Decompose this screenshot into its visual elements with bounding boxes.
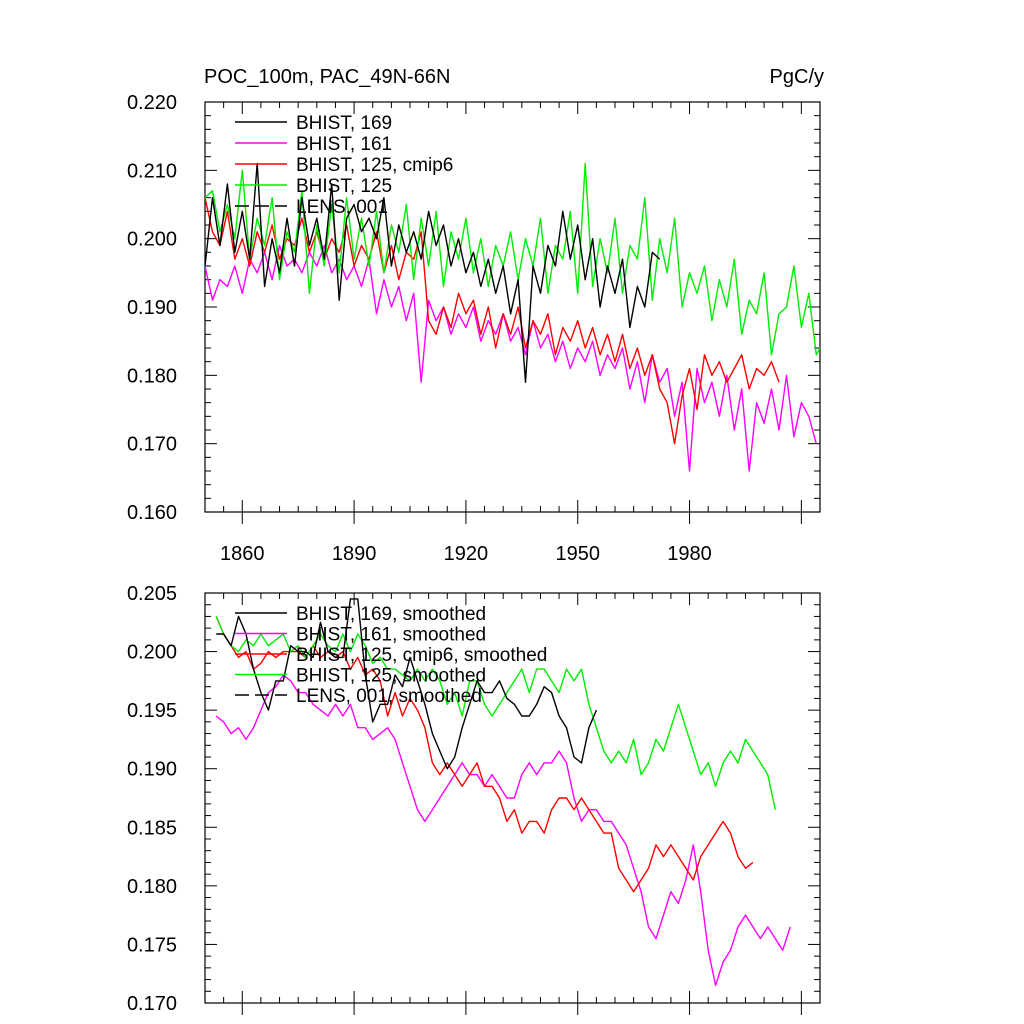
y-tick-label: 0.210 xyxy=(127,160,177,182)
x-tick-label: 1860 xyxy=(220,543,265,565)
y-tick-label: 0.190 xyxy=(127,759,177,781)
y-tick-label: 0.190 xyxy=(127,297,177,319)
y-tick-label: 0.170 xyxy=(127,993,177,1015)
y-tick-label: 0.180 xyxy=(127,365,177,387)
legend-label: LENS, 001 xyxy=(296,197,388,218)
x-tick-label: 1950 xyxy=(555,543,600,565)
chart-title: POC_100m, PAC_49N-66N xyxy=(204,66,450,88)
top-panel: 0.160 0.170 0.180 0.190 0.200 0.210 0.220 1860 1… xyxy=(127,92,821,565)
legend-label: BHIST, 161, smoothed xyxy=(296,625,486,646)
legend-label: LENS, 001, smoothed xyxy=(296,686,482,707)
plot-frame xyxy=(204,592,821,1004)
bottom-panel: 0.170 0.175 0.180 0.185 0.190 0.195 0.200 0.205… xyxy=(127,583,821,1015)
legend-label: BHIST, 125, cmip6 xyxy=(296,155,453,176)
y-tick-label: 0.185 xyxy=(127,817,177,839)
y-tick-label: 0.180 xyxy=(127,876,177,898)
y-tick-label: 0.195 xyxy=(127,700,177,722)
y-tick-label: 0.170 xyxy=(127,434,177,456)
y-tick-label: 0.205 xyxy=(127,583,177,605)
legend-label: BHIST, 125, cmip6, smoothed xyxy=(296,645,547,666)
series-line xyxy=(216,598,598,770)
y-tick-label: 0.220 xyxy=(127,92,177,114)
series-line xyxy=(205,162,820,356)
legend-label: BHIST, 125, smoothed xyxy=(296,666,486,687)
series-line xyxy=(215,674,791,987)
legend-label: BHIST, 161 xyxy=(296,134,392,155)
y-tick-label: 0.200 xyxy=(127,229,177,251)
y-tick-label: 0.160 xyxy=(127,502,177,524)
x-tick-label: 1920 xyxy=(444,543,489,565)
legend-label: BHIST, 125 xyxy=(296,176,392,197)
x-tick-label: 1890 xyxy=(332,543,377,565)
legend-label: BHIST, 169, smoothed xyxy=(296,604,486,625)
series-line xyxy=(215,616,776,810)
series-group xyxy=(205,162,820,472)
series-group xyxy=(215,598,791,987)
units-label: PgC/y xyxy=(770,66,824,88)
legend-label: BHIST, 169 xyxy=(296,113,392,134)
series-line xyxy=(205,162,661,383)
series-line xyxy=(205,197,780,445)
series-line xyxy=(205,244,817,472)
x-tick-label: 1980 xyxy=(667,543,712,565)
y-tick-label: 0.175 xyxy=(127,934,177,956)
y-tick-label: 0.200 xyxy=(127,642,177,664)
